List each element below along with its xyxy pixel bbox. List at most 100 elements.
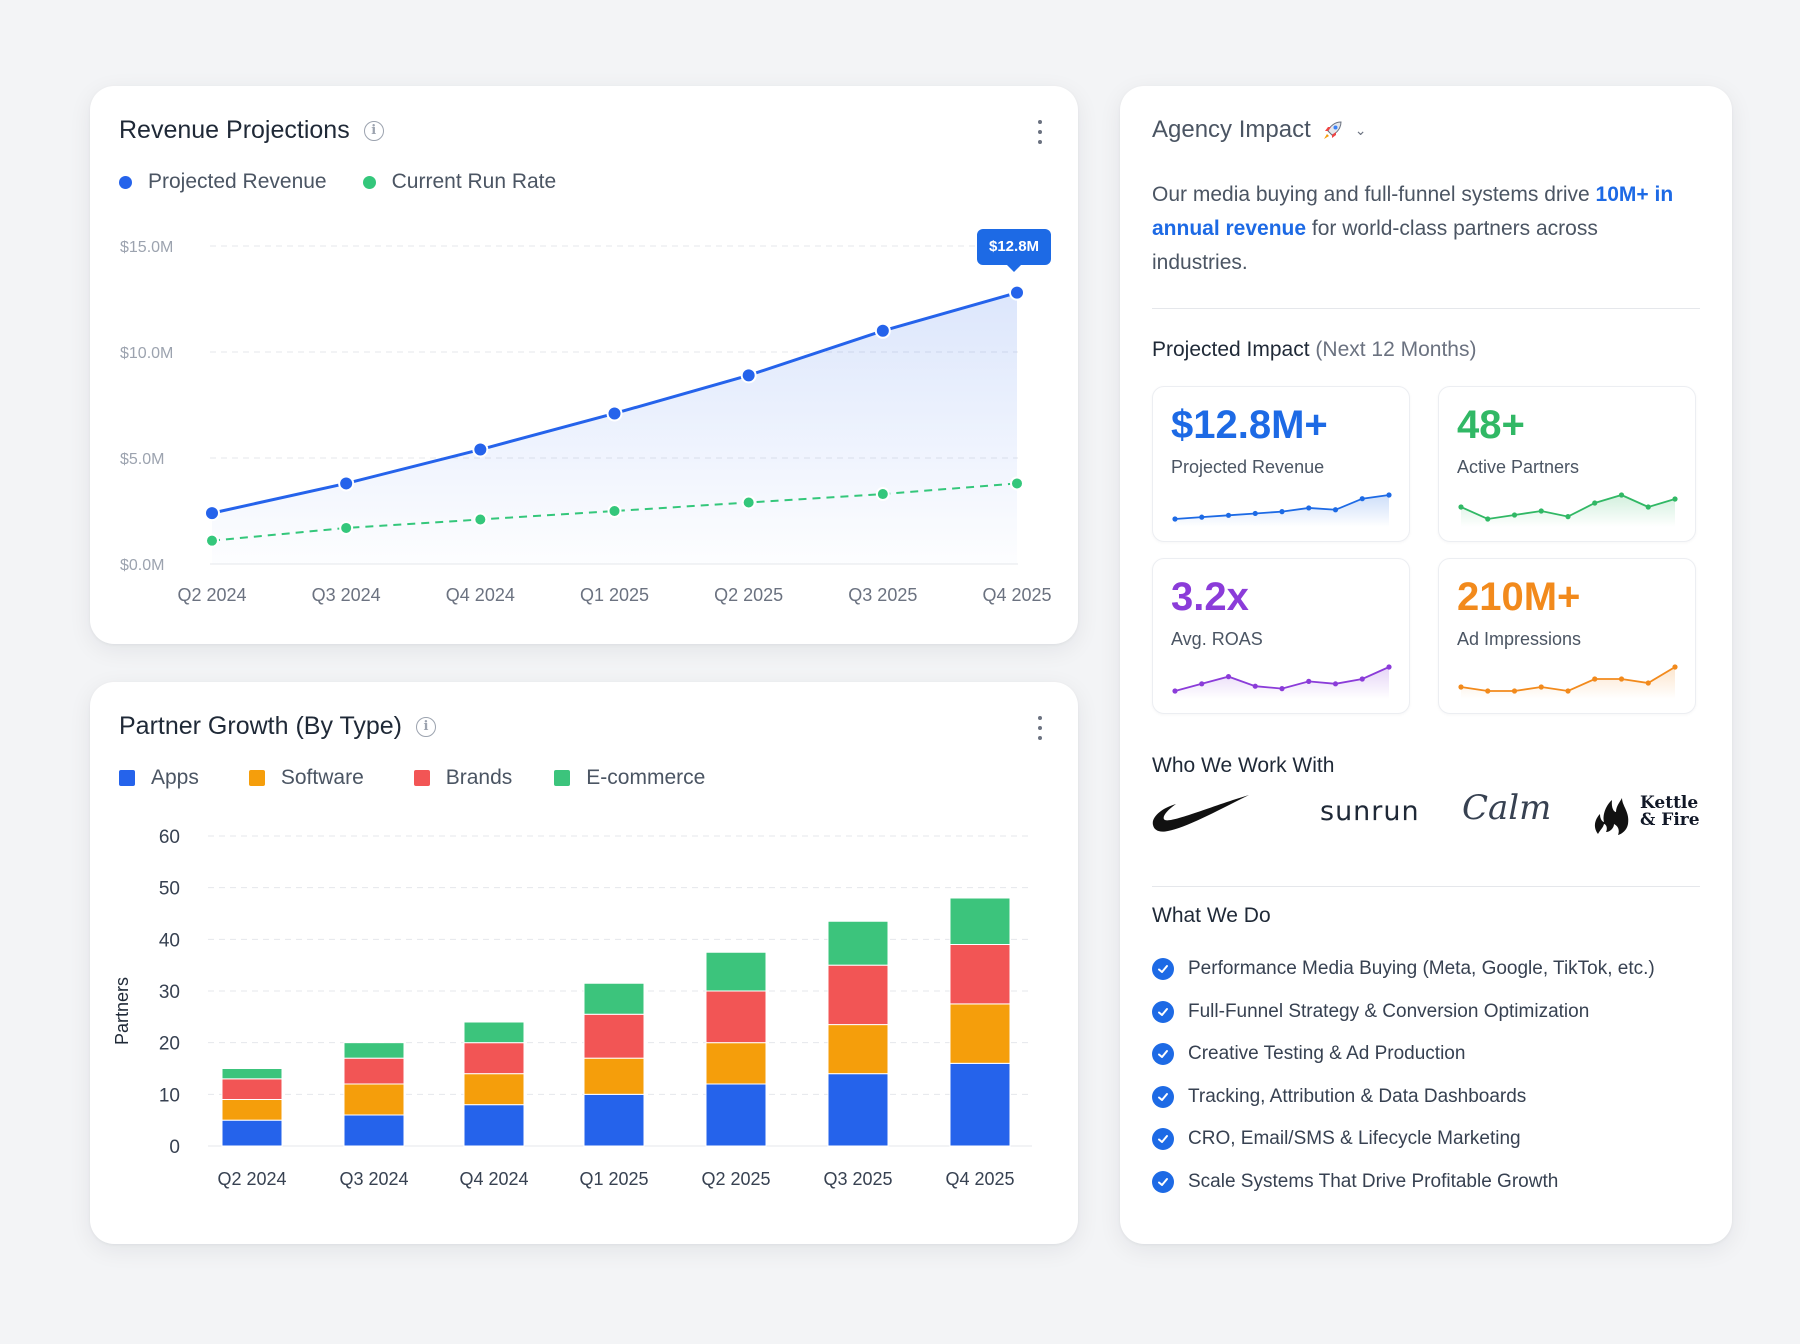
data-point[interactable] [472,441,489,458]
sparkline-point [1592,500,1598,506]
bar-segment-software[interactable] [949,1003,1011,1064]
value-tooltip: $12.8M [977,228,1052,272]
bar-segment-brands[interactable] [221,1078,283,1101]
section-title-text: Projected Impact [1152,338,1310,361]
service-label: Scale Systems That Drive Profitable Grow… [1188,1170,1559,1192]
bar-segment-ecommerce[interactable] [343,1042,405,1059]
service-label: Performance Media Buying (Meta, Google, … [1188,958,1655,980]
legend-item-projected-revenue[interactable]: Projected Revenue [119,170,327,194]
partner-growth-card: Partner Growth (By Type) i Apps Software… [90,682,1078,1244]
data-point[interactable] [1010,476,1024,491]
bar-segment-apps[interactable] [343,1114,405,1147]
sparkline-point [1565,688,1571,694]
bar-segment-apps[interactable] [705,1083,767,1147]
data-point[interactable] [339,520,354,535]
bar-segment-software[interactable] [705,1042,767,1085]
data-point[interactable] [1009,284,1025,301]
bar-segment-brands[interactable] [949,944,1011,1005]
data-point[interactable] [740,367,757,384]
sparkline-point [1252,510,1258,517]
more-options-icon[interactable] [1034,716,1046,740]
legend-item-current-run-rate[interactable]: Current Run Rate [362,170,556,194]
service-label: CRO, Email/SMS & Lifecycle Marketing [1188,1128,1521,1150]
rocket-icon [1323,121,1342,139]
bar-segment-ecommerce[interactable] [827,920,889,966]
sparkline-point [1485,688,1491,694]
data-point[interactable] [205,533,219,548]
kettle-and-fire-logo: Kettle & Fire [1592,788,1700,836]
bar-segment-software[interactable] [463,1073,525,1106]
bar-segment-ecommerce[interactable] [221,1068,283,1080]
sparkline-point [1645,680,1651,686]
bar-segment-ecommerce[interactable] [583,982,645,1015]
bar-segment-ecommerce[interactable] [949,897,1011,945]
partner-card-title: Partner Growth (By Type) i [119,712,436,741]
chevron-down-icon: ⌄ [1354,121,1367,138]
bar-segment-apps[interactable] [949,1062,1011,1147]
sparkline-point [1458,684,1464,690]
sparkline-point [1645,504,1651,510]
sparkline-point [1458,504,1464,510]
legend-item-apps[interactable]: Apps [119,766,199,790]
bar-segment-software[interactable] [343,1083,405,1116]
sparkline-point [1359,676,1365,682]
bar-segment-apps[interactable] [583,1093,645,1147]
x-tick-label: Q2 2024 [217,1169,286,1189]
service-label: Full-Funnel Strategy & Conversion Optimi… [1188,1000,1590,1022]
y-tick-label: 60 [159,827,180,848]
calm-logo: Calm [1462,788,1552,828]
check-circle-icon [1152,1043,1174,1066]
sparkline-point [1225,512,1232,518]
stat-label: Active Partners [1457,457,1580,477]
data-point[interactable] [875,487,890,502]
bar-segment-ecommerce[interactable] [463,1021,525,1044]
x-tick-label: Q4 2024 [446,585,515,605]
legend-item-brands[interactable]: Brands [413,766,512,790]
bar-segment-apps[interactable] [827,1073,889,1147]
stat-value: $12.8M+ [1171,403,1328,447]
info-icon[interactable]: i [363,120,384,141]
revenue-line-chart: $0.0M $5.0M $10.0M $15.0M Q2 2024 Q3 2024 Q4 2… [120,239,1052,605]
projected-impact-title: Projected Impact (Next 12 Months) [1152,338,1476,362]
revenue-projections-card: Revenue Projections i Projected Revenue … [90,86,1078,644]
list-item: Tracking, Attribution & Data Dashboards [1152,1076,1655,1119]
sparkline-point [1618,492,1625,498]
more-options-icon[interactable] [1034,120,1046,144]
client-logos: sunrun Calm Kettle & Fire [1152,786,1700,842]
sparkline-point [1565,514,1571,520]
bar-segment-software[interactable] [827,1024,889,1075]
data-point[interactable] [874,322,891,339]
bar-segment-apps[interactable] [463,1104,525,1147]
bar-segment-apps[interactable] [221,1119,283,1147]
x-tick-label: Q3 2025 [848,585,917,605]
legend-item-ecommerce[interactable]: E-commerce [554,766,705,790]
bar-segment-brands[interactable] [827,964,889,1026]
divider [1152,886,1700,887]
flame-icon [1594,798,1629,835]
x-tick-label: Q4 2025 [982,585,1051,605]
data-point[interactable] [741,495,756,510]
sparkline-point [1672,664,1678,670]
bar-segment-software[interactable] [221,1099,283,1121]
y-tick-label: 0 [169,1137,180,1158]
bar-segment-ecommerce[interactable] [705,951,767,992]
legend-label: Apps [151,766,199,789]
list-item: Scale Systems That Drive Profitable Grow… [1152,1161,1655,1204]
agency-impact-dropdown[interactable]: Agency Impact ⌄ [1152,116,1366,144]
bar-segment-software[interactable] [583,1057,645,1095]
data-point[interactable] [607,504,622,518]
data-point[interactable] [204,505,220,522]
bar-segment-brands[interactable] [343,1057,405,1085]
sparkline-point [1332,681,1339,687]
data-point[interactable] [606,405,623,422]
bar-segment-brands[interactable] [583,1013,645,1059]
kettle-logo-text: Kettle [1640,793,1699,813]
list-item: Creative Testing & Ad Production [1152,1033,1655,1076]
x-tick-label: Q2 2025 [701,1169,770,1189]
data-point[interactable] [338,475,355,492]
data-point[interactable] [473,512,488,527]
legend-item-software[interactable]: Software [248,766,364,790]
info-icon[interactable]: i [415,716,436,737]
bar-segment-brands[interactable] [705,990,767,1044]
bar-segment-brands[interactable] [463,1042,525,1075]
